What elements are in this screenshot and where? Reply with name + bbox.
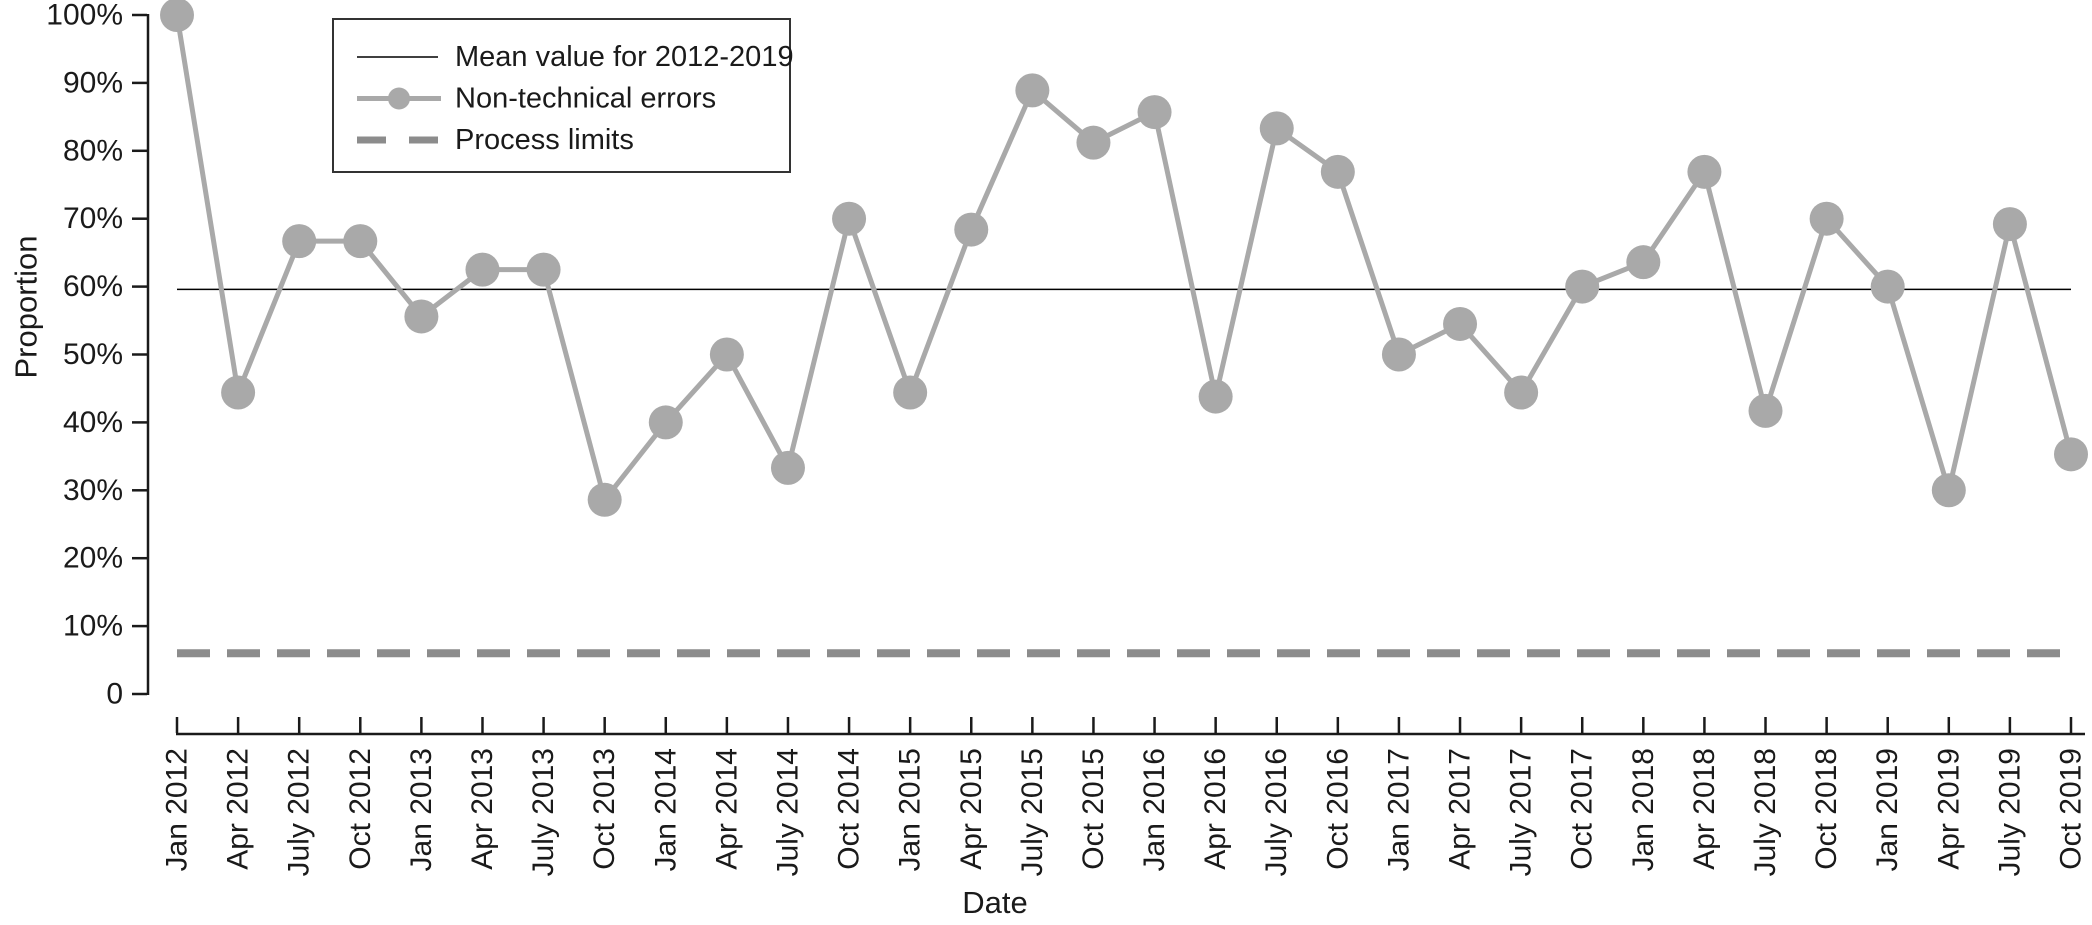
x-tick-label: Jan 2015 <box>894 748 927 871</box>
reference-lines <box>177 288 2071 658</box>
legend-series-marker-swatch <box>388 87 410 110</box>
data-point-marker <box>160 0 194 32</box>
x-tick-label: Apr 2014 <box>710 748 743 870</box>
x-axis-title: Date <box>962 885 1027 920</box>
data-point-marker <box>526 252 561 287</box>
x-tick-label: Oct 2015 <box>1077 748 1110 870</box>
x-tick-label: Oct 2017 <box>1566 748 1599 870</box>
x-tick-label: Oct 2014 <box>833 748 866 870</box>
x-tick-label: Apr 2016 <box>1199 748 1232 870</box>
data-point-marker <box>1504 375 1539 410</box>
y-tick-label: 30% <box>63 474 123 507</box>
data-point-marker <box>1626 245 1661 280</box>
series-non-technical-errors <box>160 0 2088 517</box>
legend-label-process-limits: Process limits <box>455 124 634 156</box>
y-tick-label: 40% <box>63 406 123 439</box>
data-point-marker <box>1748 393 1783 428</box>
y-tick-label: 10% <box>63 610 123 643</box>
x-tick-label: Jan 2018 <box>1627 748 1660 871</box>
y-tick-label: 90% <box>63 66 123 99</box>
x-tick-label: Oct 2019 <box>2055 748 2088 870</box>
x-tick-label: Jan 2013 <box>405 748 438 871</box>
x-tick-label: Jan 2017 <box>1382 748 1415 871</box>
x-tick-label: Apr 2013 <box>466 748 499 870</box>
data-point-marker <box>1992 207 2027 242</box>
x-tick-label: Apr 2012 <box>222 748 255 870</box>
x-tick-label: Oct 2018 <box>1810 748 1843 870</box>
x-tick-label: July 2015 <box>1016 748 1049 876</box>
x-tick-label: July 2018 <box>1749 748 1782 876</box>
data-point-marker <box>709 337 744 372</box>
data-point-marker <box>465 252 500 287</box>
y-tick-label: 0 <box>106 678 123 711</box>
y-axis-title: Proportion <box>9 235 44 378</box>
x-tick-label: Apr 2015 <box>955 748 988 870</box>
data-point-marker <box>954 212 989 247</box>
x-tick-label: July 2019 <box>1993 748 2026 876</box>
y-tick-label: 50% <box>63 338 123 371</box>
data-point-marker <box>1809 201 1844 236</box>
y-tick-label: 60% <box>63 270 123 303</box>
x-tick-label: Apr 2017 <box>1444 748 1477 870</box>
data-point-marker <box>221 375 256 410</box>
x-tick-label: Jan 2012 <box>161 748 194 871</box>
x-tick-label: Jan 2019 <box>1871 748 1904 871</box>
data-point-marker <box>1198 379 1233 414</box>
x-tick-label: Jan 2014 <box>649 748 682 871</box>
y-tick-label: 70% <box>63 202 123 235</box>
data-point-marker <box>1320 154 1355 189</box>
data-point-marker <box>1381 337 1416 372</box>
data-point-marker <box>404 299 439 334</box>
data-point-marker <box>1443 306 1478 341</box>
x-axis: Jan 2012 Apr 2012 July 2012 Oct 2012 Jan 201… <box>161 717 2088 876</box>
y-tick-label: 20% <box>63 542 123 575</box>
x-tick-label: July 2017 <box>1505 748 1538 876</box>
data-point-marker <box>1687 154 1722 189</box>
data-point-marker <box>893 375 928 410</box>
data-point-marker <box>282 224 317 259</box>
data-point-marker <box>1259 111 1294 146</box>
x-tick-label: Jan 2016 <box>1138 748 1171 871</box>
y-tick-label: 100% <box>46 0 123 32</box>
data-point-marker <box>1015 73 1050 108</box>
x-tick-label: Apr 2019 <box>1932 748 1965 870</box>
data-point-marker <box>1870 269 1905 304</box>
x-tick-label: Apr 2018 <box>1688 748 1721 870</box>
data-point-marker <box>648 405 683 440</box>
x-tick-label: Oct 2012 <box>344 748 377 870</box>
data-point-marker <box>770 450 805 485</box>
x-tick-label: July 2012 <box>283 748 316 876</box>
data-point-marker <box>343 224 378 259</box>
data-point-marker <box>1565 269 1600 304</box>
x-tick-label: July 2013 <box>527 748 560 876</box>
y-tick-label: 80% <box>63 134 123 167</box>
x-tick-label: July 2016 <box>1260 748 1293 876</box>
data-point-marker <box>2054 437 2088 472</box>
x-tick-label: Oct 2013 <box>588 748 621 870</box>
x-tick-label: Oct 2016 <box>1321 748 1354 870</box>
legend: Mean value for 2012-2019 Non-technical e… <box>332 18 794 173</box>
data-point-marker <box>1076 125 1111 160</box>
legend-label-series: Non-technical errors <box>455 83 716 115</box>
y-axis: 0 10% 20% 30% 40% 50% 60% 70% 80% 90% 100% <box>46 0 150 711</box>
data-point-marker <box>832 201 867 236</box>
x-tick-label: July 2014 <box>771 748 804 876</box>
data-point-marker <box>1931 473 1966 508</box>
data-point-marker <box>1137 95 1172 130</box>
data-point-marker <box>587 482 622 517</box>
legend-label-mean: Mean value for 2012-2019 <box>455 41 794 73</box>
